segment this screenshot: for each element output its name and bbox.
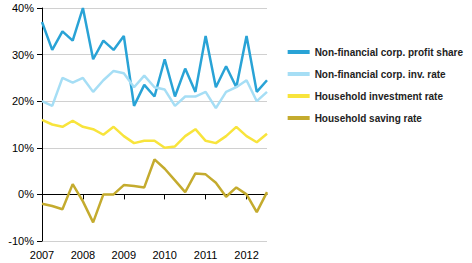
svg-text:40%: 40% bbox=[12, 2, 34, 14]
svg-text:30%: 30% bbox=[12, 49, 34, 61]
svg-text:2010: 2010 bbox=[152, 249, 176, 261]
svg-text:Non-financial corp. inv. rate: Non-financial corp. inv. rate bbox=[315, 69, 446, 80]
svg-text:20%: 20% bbox=[12, 95, 34, 107]
svg-text:Household saving rate: Household saving rate bbox=[315, 113, 423, 124]
svg-text:Non-financial corp. profit sha: Non-financial corp. profit share bbox=[315, 47, 464, 58]
svg-text:2011: 2011 bbox=[194, 249, 218, 261]
svg-text:2007: 2007 bbox=[30, 249, 54, 261]
svg-text:-10%: -10% bbox=[8, 235, 34, 247]
svg-text:0%: 0% bbox=[18, 188, 34, 200]
svg-text:2012: 2012 bbox=[234, 249, 258, 261]
svg-text:2009: 2009 bbox=[112, 249, 136, 261]
svg-text:2008: 2008 bbox=[71, 249, 95, 261]
svg-text:10%: 10% bbox=[12, 142, 34, 154]
svg-text:Household investment rate: Household investment rate bbox=[315, 91, 444, 102]
